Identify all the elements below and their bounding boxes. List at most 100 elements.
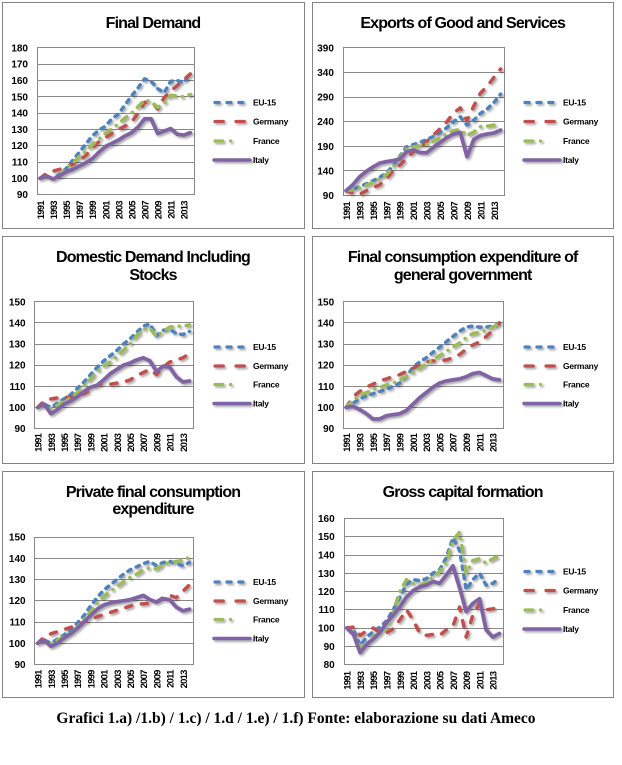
svg-text:150: 150 [11, 92, 28, 103]
svg-text:Italy: Italy [563, 155, 579, 165]
svg-text:1993: 1993 [47, 433, 58, 451]
svg-text:2001: 2001 [100, 668, 111, 687]
svg-text:290: 290 [317, 92, 334, 103]
svg-text:100: 100 [9, 403, 26, 414]
svg-text:120: 120 [318, 587, 335, 598]
svg-text:1991: 1991 [342, 670, 353, 689]
svg-text:110: 110 [318, 382, 335, 393]
svg-text:France: France [253, 136, 280, 146]
svg-text:110: 110 [12, 157, 29, 168]
svg-text:2011: 2011 [475, 432, 486, 451]
svg-text:1999: 1999 [395, 671, 406, 689]
svg-text:2011: 2011 [166, 432, 177, 451]
svg-text:2013: 2013 [179, 669, 190, 687]
svg-text:EU-15: EU-15 [563, 97, 586, 107]
svg-text:1997: 1997 [73, 433, 84, 451]
svg-text:Italy: Italy [253, 155, 269, 165]
svg-text:1995: 1995 [62, 199, 73, 218]
svg-text:2001: 2001 [409, 670, 420, 689]
svg-text:1995: 1995 [60, 668, 71, 687]
svg-text:1991: 1991 [342, 200, 353, 219]
svg-text:2003: 2003 [113, 669, 124, 687]
svg-text:170: 170 [11, 59, 28, 70]
svg-text:110: 110 [9, 382, 26, 393]
svg-text:90: 90 [17, 190, 29, 201]
svg-text:2013: 2013 [489, 201, 500, 219]
svg-text:2005: 2005 [436, 200, 447, 219]
svg-text:110: 110 [318, 605, 335, 616]
svg-text:EU-15: EU-15 [563, 342, 586, 352]
svg-text:340: 340 [317, 68, 334, 79]
svg-text:1993: 1993 [49, 200, 60, 218]
svg-text:Italy: Italy [253, 398, 269, 408]
svg-text:EU-15: EU-15 [253, 97, 276, 107]
svg-text:France: France [253, 614, 280, 624]
svg-text:EU-15: EU-15 [563, 566, 586, 576]
svg-text:110: 110 [9, 617, 26, 628]
svg-text:240: 240 [317, 117, 334, 128]
svg-text:2005: 2005 [435, 670, 446, 689]
svg-text:1993: 1993 [356, 671, 367, 689]
svg-text:130: 130 [9, 340, 26, 351]
svg-text:EU-15: EU-15 [253, 576, 276, 586]
svg-text:2009: 2009 [152, 433, 163, 451]
svg-text:180: 180 [11, 43, 28, 54]
svg-text:Italy: Italy [563, 398, 579, 408]
svg-text:2013: 2013 [488, 433, 499, 451]
svg-text:2007: 2007 [448, 671, 459, 689]
svg-text:France: France [563, 379, 590, 389]
svg-text:90: 90 [14, 424, 26, 435]
svg-text:1999: 1999 [395, 201, 406, 219]
svg-text:1995: 1995 [369, 670, 380, 689]
svg-text:120: 120 [11, 141, 28, 152]
svg-text:Italy: Italy [253, 633, 269, 643]
svg-text:160: 160 [11, 76, 28, 87]
svg-text:80: 80 [323, 660, 335, 671]
svg-text:90: 90 [323, 424, 335, 435]
svg-text:140: 140 [9, 553, 26, 564]
svg-text:1999: 1999 [86, 433, 97, 451]
svg-text:2005: 2005 [126, 432, 137, 451]
svg-text:2003: 2003 [113, 433, 124, 451]
svg-text:1997: 1997 [382, 433, 393, 451]
svg-text:2011: 2011 [476, 200, 487, 219]
svg-text:100: 100 [11, 173, 28, 184]
svg-text:150: 150 [9, 297, 26, 308]
svg-text:1999: 1999 [86, 669, 97, 687]
svg-text:2003: 2003 [114, 200, 125, 218]
svg-text:1997: 1997 [382, 201, 393, 219]
svg-text:Germany: Germany [253, 595, 289, 605]
svg-text:90: 90 [14, 660, 26, 671]
svg-text:2007: 2007 [139, 669, 150, 687]
svg-text:100: 100 [317, 403, 334, 414]
svg-text:Germany: Germany [563, 585, 599, 595]
svg-text:Germany: Germany [563, 361, 599, 371]
svg-text:2003: 2003 [422, 671, 433, 689]
svg-text:1993: 1993 [47, 669, 58, 687]
svg-text:2009: 2009 [154, 200, 165, 218]
svg-text:France: France [253, 379, 280, 389]
svg-text:120: 120 [317, 361, 334, 372]
svg-text:2013: 2013 [180, 200, 191, 218]
svg-text:2003: 2003 [422, 201, 433, 219]
svg-text:2001: 2001 [101, 199, 112, 218]
svg-text:2005: 2005 [435, 432, 446, 451]
svg-text:2001: 2001 [409, 200, 420, 219]
svg-text:2011: 2011 [167, 199, 178, 218]
svg-text:2001: 2001 [408, 432, 419, 451]
svg-text:2007: 2007 [141, 200, 152, 218]
svg-text:2011: 2011 [475, 670, 486, 689]
svg-text:2003: 2003 [422, 433, 433, 451]
svg-text:2009: 2009 [152, 669, 163, 687]
svg-text:France: France [563, 136, 590, 146]
svg-text:1991: 1991 [34, 432, 45, 451]
svg-text:150: 150 [317, 297, 334, 308]
svg-text:2011: 2011 [166, 668, 177, 687]
svg-text:160: 160 [318, 514, 335, 525]
svg-text:Germany: Germany [253, 116, 289, 126]
svg-text:120: 120 [9, 596, 26, 607]
svg-text:90: 90 [322, 191, 334, 202]
svg-text:Germany: Germany [253, 361, 289, 371]
svg-text:1997: 1997 [73, 669, 84, 687]
svg-text:140: 140 [317, 166, 334, 177]
